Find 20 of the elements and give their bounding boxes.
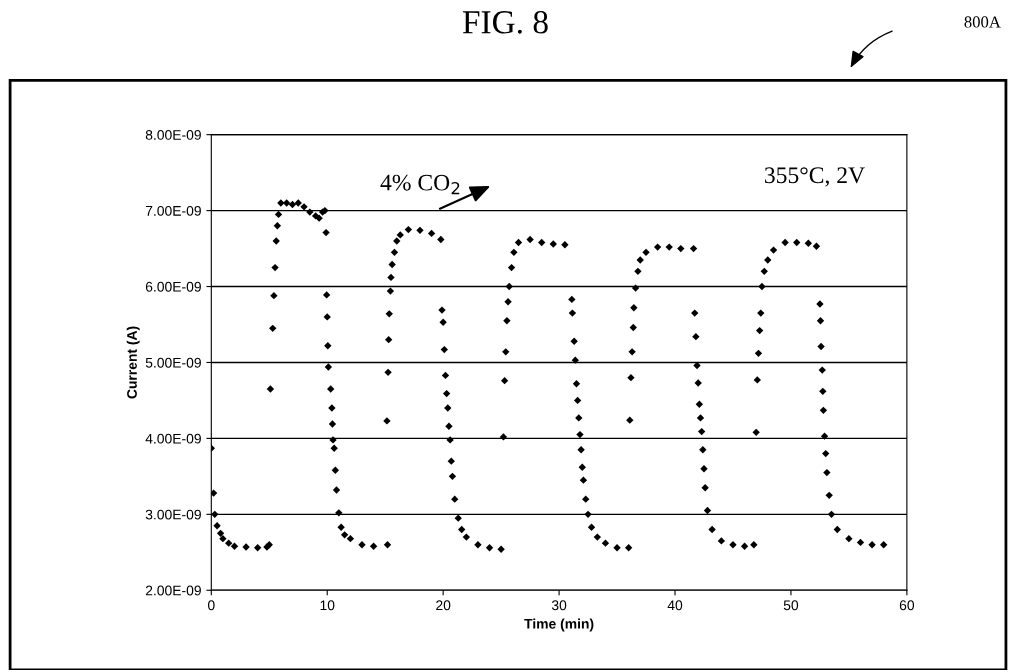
text: 800A: [964, 16, 1001, 28]
x-tick-label: 20: [436, 600, 451, 611]
y-tick-label: 4.00E-09: [145, 433, 201, 444]
y-tick-label: 3.00E-09: [145, 509, 201, 520]
annotation: 4% CO$_{2}$: [380, 174, 460, 195]
y-tick-label: 5.00E-09: [145, 357, 201, 368]
x-tick-label: 30: [551, 600, 567, 611]
x-tick-label: 60: [899, 600, 915, 611]
y-tick-label: 2.00E-09: [145, 585, 201, 596]
x-axis-title: Time (min): [524, 618, 594, 632]
x-tick-label: 0: [207, 600, 215, 611]
y-axis-title: Current (A): [126, 326, 140, 399]
chart-title: FIG. 8: [462, 11, 548, 34]
annotation: 355°C, 2V: [764, 167, 865, 187]
x-tick-label: 50: [783, 600, 799, 611]
x-tick-label: 10: [320, 600, 335, 611]
y-tick-label: 6.00E-09: [145, 281, 201, 292]
y-tick-label: 7.00E-09: [145, 205, 201, 216]
x-tick-label: 40: [667, 600, 683, 611]
y-tick-label: 8.00E-09: [145, 130, 201, 140]
